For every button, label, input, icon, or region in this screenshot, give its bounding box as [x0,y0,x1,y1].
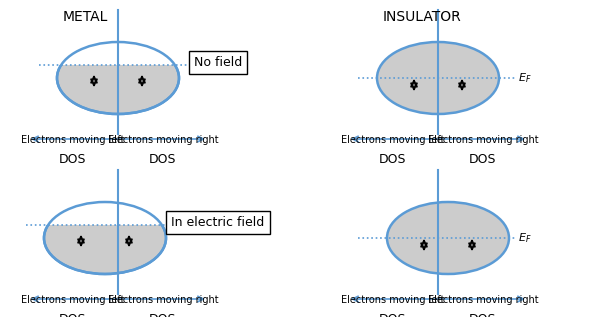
Text: Electrons moving left: Electrons moving left [21,135,125,145]
Text: In electric field: In electric field [172,216,265,229]
Text: $E_F$: $E_F$ [198,218,212,232]
Text: Electrons moving right: Electrons moving right [107,135,218,145]
Text: Electrons moving right: Electrons moving right [428,295,538,305]
Text: DOS: DOS [149,153,177,166]
Ellipse shape [377,42,499,114]
Text: $E_F$: $E_F$ [198,58,212,72]
Text: METAL: METAL [63,10,109,24]
Text: Electrons moving left: Electrons moving left [341,295,445,305]
Ellipse shape [44,202,166,274]
Text: INSULATOR: INSULATOR [383,10,462,24]
Text: DOS: DOS [59,313,87,317]
Text: Electrons moving left: Electrons moving left [21,295,125,305]
Text: Electrons moving right: Electrons moving right [107,295,218,305]
Text: Electrons moving left: Electrons moving left [341,135,445,145]
Text: $E_F$: $E_F$ [518,231,532,245]
Text: Electrons moving right: Electrons moving right [428,135,538,145]
Ellipse shape [57,42,179,114]
Text: No field: No field [194,55,242,68]
Polygon shape [49,3,187,65]
Text: $E_F$: $E_F$ [518,71,532,85]
Text: DOS: DOS [379,313,407,317]
Text: DOS: DOS [379,153,407,166]
Text: DOS: DOS [469,313,497,317]
Text: DOS: DOS [59,153,87,166]
Polygon shape [36,163,174,225]
Ellipse shape [387,202,509,274]
Text: DOS: DOS [469,153,497,166]
Text: DOS: DOS [149,313,177,317]
